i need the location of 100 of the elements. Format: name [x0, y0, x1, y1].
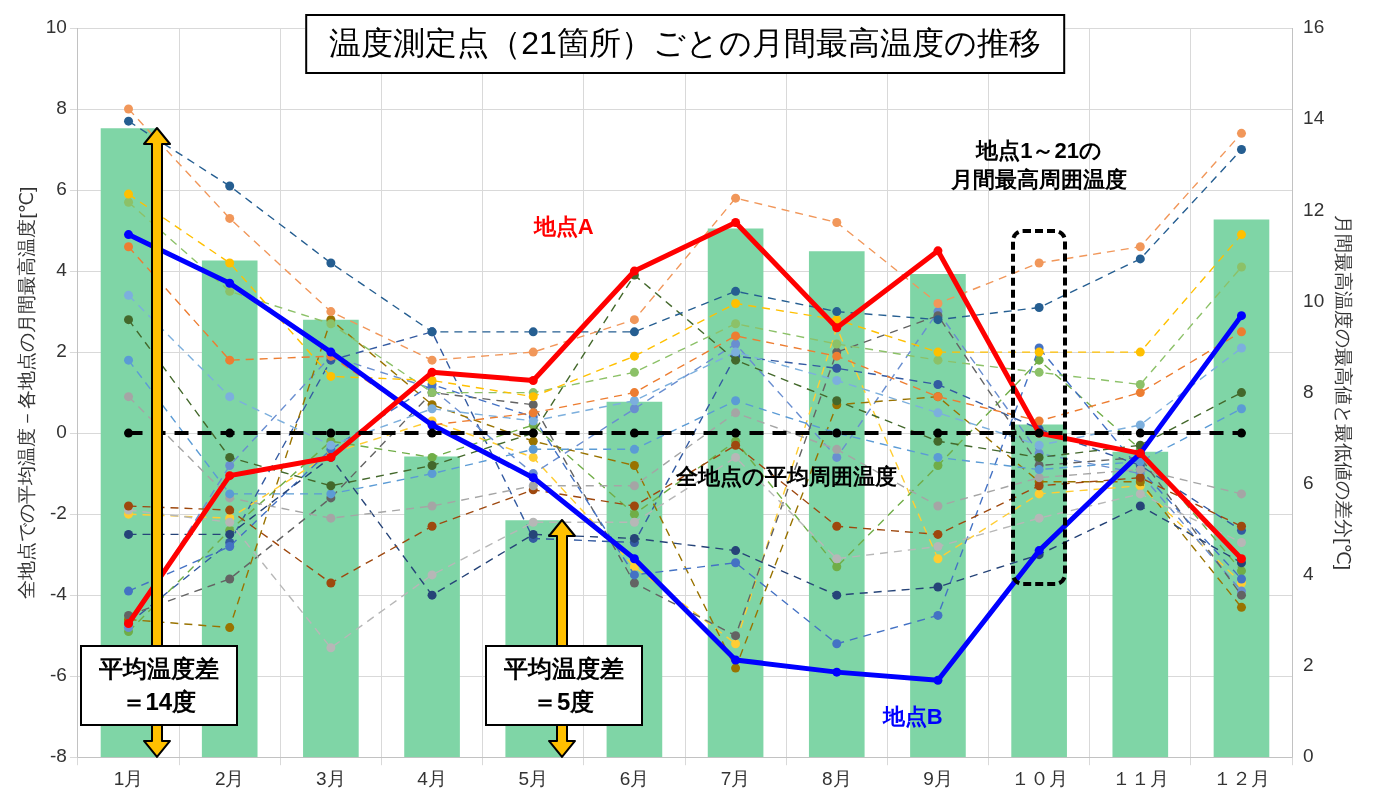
- point: [1135, 388, 1145, 398]
- bar: [404, 456, 460, 758]
- point: [1236, 554, 1246, 564]
- point: [326, 578, 336, 588]
- y2-tick-label: 4: [1303, 563, 1315, 585]
- point: [427, 501, 437, 511]
- point: [933, 452, 943, 462]
- y-tick-label: 8: [56, 97, 67, 119]
- point: [225, 471, 235, 481]
- point: [124, 104, 134, 114]
- y-tick-label: 6: [56, 178, 67, 200]
- point: [1135, 420, 1145, 430]
- y-tick-label: -8: [50, 745, 67, 767]
- annotation: 地点1～21の月間最高周囲温度: [951, 137, 1128, 194]
- point: [1034, 513, 1044, 523]
- point: [124, 355, 134, 365]
- point: [1236, 602, 1246, 612]
- point: [427, 404, 437, 414]
- point: [1236, 311, 1246, 321]
- point: [731, 331, 741, 341]
- x-tick-label: 7月: [720, 767, 751, 789]
- y-tick-label: 10: [45, 16, 67, 38]
- point: [933, 554, 943, 564]
- point: [933, 347, 943, 357]
- y-axis-title: 全地点での平均温度－各地点の月間最高温度[℃]: [15, 186, 37, 599]
- point: [1135, 489, 1145, 499]
- point: [225, 181, 235, 191]
- point: [1034, 473, 1044, 483]
- point: [427, 461, 437, 471]
- point: [933, 542, 943, 552]
- point: [528, 347, 538, 357]
- point: [1034, 347, 1044, 357]
- point: [832, 217, 842, 227]
- point: [1236, 521, 1246, 531]
- point: [731, 339, 741, 349]
- point: [731, 217, 741, 227]
- point: [1034, 303, 1044, 313]
- point: [731, 655, 741, 665]
- point: [629, 461, 639, 471]
- point: [427, 428, 437, 438]
- point: [832, 452, 842, 462]
- point: [528, 392, 538, 402]
- point: [1236, 590, 1246, 600]
- point: [832, 521, 842, 531]
- point: [629, 266, 639, 276]
- y2-tick-label: 8: [1303, 380, 1314, 402]
- point: [629, 327, 639, 337]
- point: [225, 213, 235, 223]
- point: [1236, 145, 1246, 155]
- point: [933, 355, 943, 365]
- point: [1135, 242, 1145, 252]
- point: [629, 570, 639, 580]
- point: [629, 578, 639, 588]
- point: [1236, 327, 1246, 337]
- point: [1135, 428, 1145, 438]
- point: [629, 444, 639, 454]
- point: [629, 533, 639, 543]
- point: [731, 286, 741, 296]
- point: [124, 230, 134, 240]
- point: [1236, 566, 1246, 576]
- point: [1034, 546, 1044, 556]
- y-tick-label: 0: [56, 421, 67, 443]
- point: [124, 290, 134, 300]
- point: [326, 347, 336, 357]
- x-tick-label: １０月: [1010, 767, 1068, 789]
- point: [528, 452, 538, 462]
- point: [528, 408, 538, 418]
- point: [124, 501, 134, 511]
- point: [933, 461, 943, 471]
- point: [731, 355, 741, 365]
- point: [629, 481, 639, 491]
- point: [933, 675, 943, 685]
- bar: [303, 319, 359, 758]
- point: [528, 375, 538, 385]
- point: [124, 116, 134, 126]
- point: [225, 542, 235, 552]
- point: [933, 428, 943, 438]
- point: [427, 570, 437, 580]
- point: [225, 286, 235, 296]
- point: [1135, 254, 1145, 264]
- point: [225, 452, 235, 462]
- point: [731, 428, 741, 438]
- point: [528, 517, 538, 527]
- point: [1034, 489, 1044, 499]
- point: [731, 298, 741, 308]
- point: [427, 355, 437, 365]
- point: [731, 663, 741, 673]
- x-tick-label: 9月: [923, 767, 953, 789]
- point: [832, 339, 842, 349]
- point: [225, 392, 235, 402]
- point: [225, 529, 235, 539]
- point: [1034, 416, 1044, 426]
- x-tick-label: 1月: [113, 767, 144, 789]
- point: [528, 416, 538, 426]
- point: [225, 278, 235, 288]
- point: [427, 521, 437, 531]
- annotation: 平均温度差＝5度: [484, 645, 643, 726]
- point: [1236, 262, 1246, 272]
- y-tick-label: -2: [50, 502, 67, 524]
- x-tick-label: 5月: [518, 767, 549, 789]
